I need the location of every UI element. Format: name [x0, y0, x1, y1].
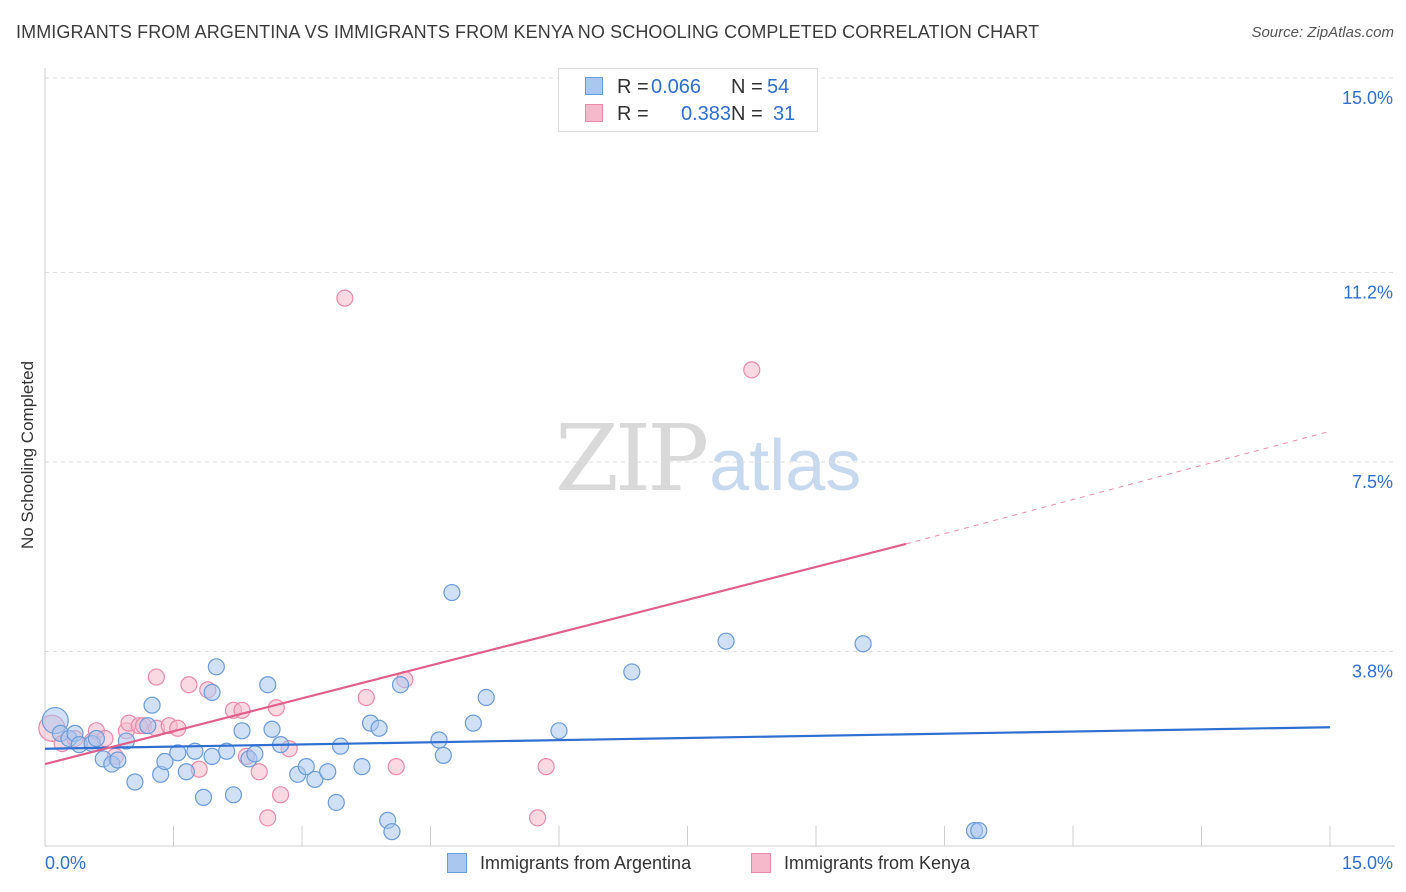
bottom-legend-label-kenya: Immigrants from Kenya [784, 853, 971, 873]
legend-swatch-kenya [585, 104, 603, 122]
argentina-point [203, 683, 221, 702]
kenya-point [180, 676, 198, 694]
trend-layer [44, 430, 1331, 766]
bottom-legend-swatch-kenya [751, 853, 771, 873]
argentina-point [143, 696, 161, 714]
argentina-point [854, 635, 872, 653]
kenya-points-group [38, 289, 761, 827]
chart-title: IMMIGRANTS FROM ARGENTINA VS IMMIGRANTS … [16, 22, 1040, 42]
argentina-point [259, 676, 277, 694]
kenya-point [147, 668, 165, 686]
argentina-point [623, 663, 641, 681]
argentina-points-group [41, 583, 988, 841]
argentina-point [139, 717, 157, 735]
y-tick-label: 11.2% [1343, 283, 1393, 303]
kenya-point [267, 699, 285, 717]
kenya-point [357, 688, 375, 707]
argentina-point [550, 722, 568, 740]
kenya-point [537, 758, 555, 776]
legend-n-label: N = [731, 76, 763, 98]
argentina-point [207, 658, 225, 676]
argentina-point [194, 788, 213, 806]
y-tick-label: 3.8% [1352, 661, 1393, 681]
argentina-point [233, 722, 251, 740]
argentina-point [443, 583, 461, 602]
legend-r-label: R = [617, 103, 649, 125]
source-credit: Source: ZipAtlas.com [1251, 24, 1394, 41]
y-tick-label: 7.5% [1352, 472, 1393, 492]
argentina-point [218, 742, 236, 760]
argentina-point [177, 763, 195, 781]
argentina-point [319, 763, 337, 781]
grid-layer [45, 77, 1395, 652]
argentina-point [464, 714, 482, 732]
argentina-point [109, 751, 127, 769]
argentina-point [430, 731, 448, 749]
legend-swatch-argentina [585, 77, 603, 95]
argentina-point [87, 729, 106, 748]
argentina-point [331, 737, 350, 755]
argentina-point [169, 744, 187, 762]
kenya-point [336, 289, 354, 307]
argentina-point [477, 688, 495, 707]
argentina-point [391, 676, 410, 694]
legend-r-value-kenya: 0.383 [681, 103, 732, 125]
y-tick-label: 15.0% [1342, 88, 1393, 108]
kenya-point [387, 758, 405, 776]
argentina-point [297, 758, 315, 776]
correlation-legend: R = 0.066 N = 54 R = 0.383 N = 31 [558, 68, 818, 132]
legend-r-value-argentina: 0.066 [651, 76, 702, 98]
kenya-point [743, 361, 761, 379]
legend-n-label: N = [731, 103, 763, 125]
argentina-point [370, 719, 388, 737]
kenya-trend-extension [905, 430, 1331, 545]
argentina-point [246, 745, 264, 763]
legend-r-label: R = [617, 76, 649, 98]
kenya-point [271, 786, 290, 804]
argentina-point [970, 822, 988, 840]
argentina-point [434, 746, 452, 764]
argentina-point [306, 770, 324, 789]
kenya-trend-line [44, 542, 907, 766]
argentina-point [203, 747, 221, 766]
argentina-point [717, 632, 735, 650]
argentina-point [327, 793, 345, 812]
argentina-point [263, 720, 281, 738]
argentina-point [353, 758, 371, 776]
kenya-point [528, 809, 547, 827]
argentina-trend-line [44, 726, 1331, 750]
argentina-point [224, 786, 243, 804]
x-tick-label-min: 0.0% [45, 853, 86, 873]
argentina-point [126, 773, 144, 791]
argentina-point [383, 823, 401, 841]
tick-label-layer: 3.8% 7.5% 11.2% 15.0% 0.0% 15.0% [45, 88, 1393, 873]
kenya-point [250, 763, 268, 781]
bottom-legend-swatch-argentina [447, 853, 467, 873]
x-tick-label-max: 15.0% [1342, 853, 1393, 873]
kenya-point [259, 809, 277, 827]
legend-n-value-argentina: 54 [767, 76, 790, 98]
argentina-point [156, 752, 174, 771]
legend-n-value-kenya: 31 [773, 103, 796, 125]
bottom-legend-label-argentina: Immigrants from Argentina [480, 853, 692, 873]
